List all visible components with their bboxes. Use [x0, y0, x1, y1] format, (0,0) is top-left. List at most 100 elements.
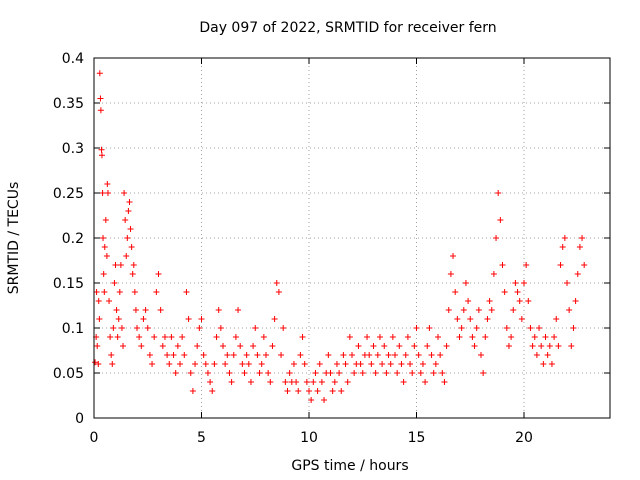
data-point	[475, 307, 482, 313]
data-point	[109, 361, 116, 367]
data-point	[263, 352, 269, 358]
data-point	[297, 352, 304, 358]
data-point	[523, 262, 530, 268]
data-point	[301, 361, 308, 367]
data-point	[404, 334, 411, 340]
y-tick-label: 0.3	[62, 141, 84, 157]
data-point	[265, 370, 272, 376]
data-point	[258, 361, 265, 367]
data-point	[102, 217, 109, 223]
data-point	[127, 226, 134, 232]
data-point	[396, 343, 403, 349]
y-tick-label: 0.2	[62, 231, 84, 247]
data-point	[130, 262, 137, 268]
data-point	[117, 262, 124, 268]
data-point	[510, 307, 517, 313]
data-point	[351, 370, 358, 376]
x-tick-label: 5	[197, 430, 206, 446]
data-point	[122, 217, 129, 223]
data-point	[370, 343, 377, 349]
data-point	[557, 262, 564, 268]
data-point	[120, 343, 127, 349]
data-point	[232, 334, 239, 340]
data-point	[443, 343, 450, 349]
data-point	[493, 235, 500, 241]
data-point	[576, 244, 583, 250]
data-point	[564, 280, 570, 286]
x-tick-label: 0	[90, 430, 99, 446]
data-point	[183, 289, 190, 295]
data-point	[226, 370, 233, 376]
data-point	[308, 397, 315, 403]
data-point	[415, 352, 422, 358]
data-point	[215, 307, 222, 313]
data-point	[452, 289, 459, 295]
data-point	[124, 235, 131, 241]
data-point	[333, 361, 340, 367]
data-point	[385, 352, 392, 358]
data-point	[394, 370, 401, 376]
data-point	[344, 379, 351, 385]
data-point	[482, 334, 489, 340]
y-tick-label: 0.35	[53, 96, 84, 112]
x-tick-label: 10	[300, 430, 318, 446]
data-point	[140, 316, 147, 322]
data-point	[478, 352, 484, 358]
data-point	[559, 244, 566, 250]
data-point	[134, 325, 140, 331]
y-tick-label: 0.25	[53, 186, 84, 202]
data-point	[157, 307, 164, 313]
data-point	[540, 361, 547, 367]
data-point	[368, 361, 375, 367]
data-point	[441, 379, 448, 385]
data-point	[329, 388, 336, 394]
data-point	[235, 307, 242, 313]
data-point	[312, 370, 319, 376]
data-point	[185, 316, 192, 322]
data-point	[177, 361, 183, 367]
data-point	[114, 334, 121, 340]
data-point	[533, 352, 540, 358]
data-point	[454, 316, 461, 322]
data-point	[142, 307, 149, 313]
data-point	[166, 361, 173, 367]
data-point	[338, 388, 345, 394]
data-point	[256, 370, 263, 376]
axis-ticks: 0 0.05 0.1 0.15 0.2 0.25 0.3 0.35 0.4 0 5 10 15 20	[53, 51, 610, 446]
data-point	[346, 334, 353, 340]
data-point	[445, 307, 452, 313]
data-point	[284, 388, 291, 394]
data-point	[164, 352, 171, 358]
data-point	[115, 316, 122, 322]
data-point	[228, 379, 235, 385]
data-point	[372, 370, 379, 376]
data-point	[383, 370, 390, 376]
data-point	[471, 343, 478, 349]
data-point	[473, 325, 480, 331]
data-point	[92, 359, 99, 366]
data-point	[419, 361, 426, 367]
data-point	[501, 289, 508, 295]
data-point	[189, 388, 196, 394]
data-point	[149, 361, 156, 367]
data-point	[553, 316, 560, 322]
data-point	[407, 361, 414, 367]
data-point	[243, 352, 250, 358]
data-point	[409, 370, 416, 376]
data-point	[100, 271, 107, 277]
data-point	[95, 361, 102, 367]
data-point	[106, 298, 113, 304]
data-point	[138, 343, 145, 349]
data-point	[411, 343, 418, 349]
data-point	[318, 379, 325, 385]
x-tick-label: 15	[408, 430, 426, 446]
data-point	[103, 253, 110, 259]
data-point	[97, 95, 104, 102]
data-point	[435, 334, 441, 340]
data-point	[275, 289, 282, 295]
data-point	[542, 334, 549, 340]
data-point	[104, 190, 111, 196]
data-point	[200, 352, 207, 358]
data-point	[325, 352, 332, 358]
data-point	[402, 352, 409, 358]
